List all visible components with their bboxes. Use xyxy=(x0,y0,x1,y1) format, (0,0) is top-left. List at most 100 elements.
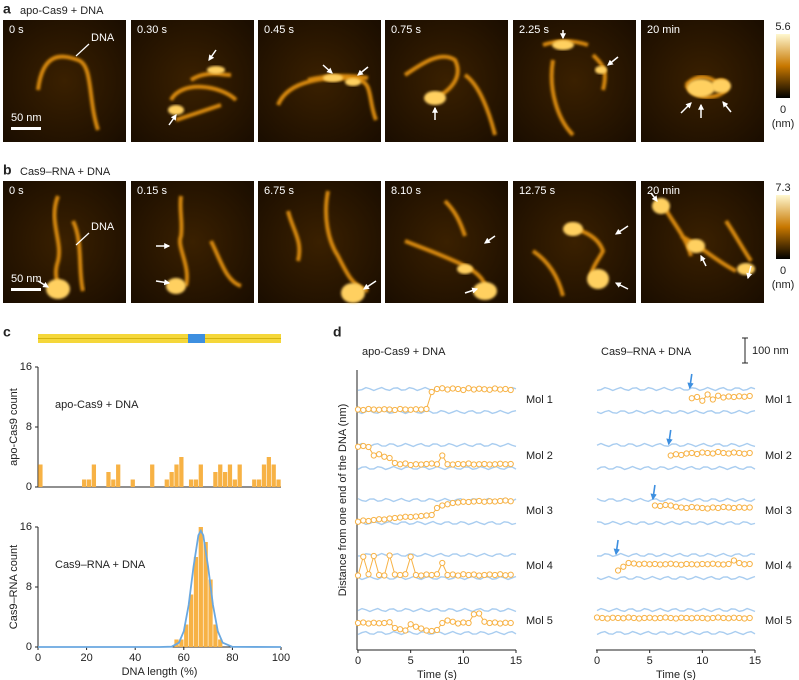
bar xyxy=(193,557,199,647)
trace-point xyxy=(481,498,488,505)
trace-point xyxy=(407,513,414,521)
annotation: Cas9–RNA + DNA xyxy=(55,559,146,571)
trace-point xyxy=(657,502,664,510)
trace-point xyxy=(651,502,659,509)
trace-point xyxy=(736,559,743,567)
trace-point xyxy=(604,615,611,622)
protein-blob xyxy=(46,279,70,299)
trace-point xyxy=(370,516,377,524)
trace-point xyxy=(725,450,732,457)
x-tick-label: 0 xyxy=(594,655,600,667)
trace-point xyxy=(360,553,367,560)
x-tick-label: 15 xyxy=(510,655,522,667)
bar xyxy=(184,624,189,647)
image-background xyxy=(258,181,381,303)
image-background xyxy=(513,20,636,142)
x-axis-label: Time (s) xyxy=(417,669,457,680)
trace-point xyxy=(709,504,716,511)
trace-point xyxy=(365,571,372,578)
protein-blob xyxy=(345,78,361,86)
trace-point xyxy=(476,461,483,468)
trace-point xyxy=(449,461,456,468)
image-background xyxy=(3,20,126,142)
trace-point xyxy=(433,571,441,578)
trace-point xyxy=(693,561,701,568)
trace-point xyxy=(465,619,472,627)
trace-point xyxy=(715,448,722,456)
trace-point xyxy=(641,560,648,567)
trace-point xyxy=(397,405,404,413)
trace-point xyxy=(391,571,398,578)
trace-point xyxy=(599,614,606,622)
dna-label: DNA xyxy=(91,32,115,44)
trace-point xyxy=(465,571,472,579)
trace-point xyxy=(715,561,722,568)
trace-point xyxy=(449,571,456,578)
frame-time: 6.75 s xyxy=(264,185,294,197)
x-tick-label: 10 xyxy=(696,655,708,667)
bar xyxy=(213,472,218,487)
trace-point xyxy=(397,514,404,521)
protein-blob xyxy=(207,66,225,74)
trace-point xyxy=(699,449,706,456)
trace-point xyxy=(365,405,372,413)
plot-title: Cas9–RNA + DNA xyxy=(601,346,692,358)
bar xyxy=(179,639,184,647)
image-background xyxy=(385,20,508,142)
afm-image: 0 s DNA 50 nm xyxy=(3,181,126,303)
trace-point xyxy=(746,614,753,622)
trace-point xyxy=(630,560,637,567)
dna-pointer xyxy=(75,232,90,246)
trace-point xyxy=(470,461,477,468)
protein-blob xyxy=(323,74,343,82)
trace-point xyxy=(460,386,467,394)
afm-image: 20 min xyxy=(641,181,764,303)
scale-label: 50 nm xyxy=(11,112,42,124)
trace-point xyxy=(683,614,690,622)
trace-point xyxy=(360,517,367,524)
panel-title: apo-Cas9 + DNA xyxy=(20,5,104,17)
arrow xyxy=(650,192,658,202)
bar xyxy=(91,464,97,487)
afm-image: 6.75 s xyxy=(258,181,381,303)
trace-point xyxy=(725,560,732,568)
bar xyxy=(82,479,87,487)
trace-point xyxy=(428,388,435,396)
series-label: Mol 5 xyxy=(765,615,792,627)
x-tick-label: 20 xyxy=(80,652,92,664)
protein-blob xyxy=(457,264,473,274)
trace-point xyxy=(662,501,669,509)
protein-blob xyxy=(587,269,609,289)
trace-point xyxy=(360,442,367,450)
trace-point xyxy=(439,619,446,627)
trace-point xyxy=(688,503,695,511)
frame-time: 0 s xyxy=(9,185,24,197)
trace-point xyxy=(381,619,388,627)
trace-point xyxy=(444,461,451,468)
binding-arrow xyxy=(666,429,673,446)
trace-point xyxy=(693,504,701,511)
trace-point xyxy=(704,615,711,622)
trace-point xyxy=(460,619,467,626)
trace-point xyxy=(491,498,499,505)
trace-point xyxy=(470,611,477,618)
trace-point xyxy=(651,560,659,568)
trace-point xyxy=(402,571,409,578)
trace-point xyxy=(730,557,738,564)
dna-strand xyxy=(36,54,100,131)
dna-label: DNA xyxy=(91,221,115,233)
trace-point xyxy=(620,615,627,622)
trace-point xyxy=(646,561,653,568)
trace-point xyxy=(444,501,451,508)
trace-point xyxy=(678,561,685,568)
trace-point xyxy=(476,610,483,617)
trace-point xyxy=(354,443,362,450)
trace-point xyxy=(412,623,420,630)
trace-point xyxy=(412,513,420,520)
bar xyxy=(198,464,203,487)
trace-point xyxy=(454,385,462,393)
trace-point xyxy=(397,461,404,468)
x-tick-label: 80 xyxy=(226,652,238,664)
x-tick-label: 5 xyxy=(408,655,414,667)
